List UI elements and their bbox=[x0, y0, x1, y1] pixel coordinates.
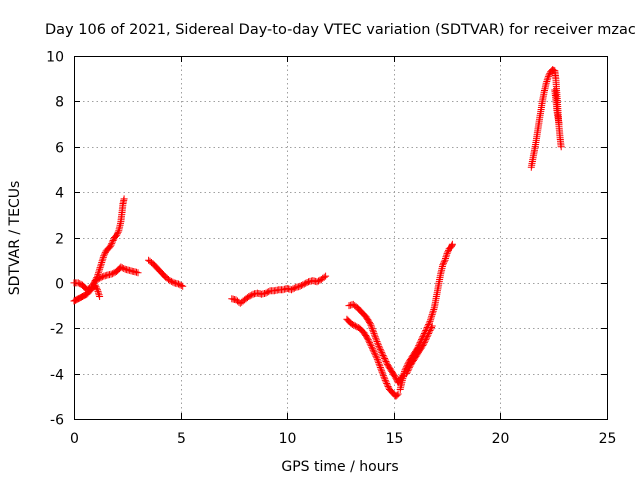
plus-markers bbox=[91, 263, 142, 285]
series-arc-1c bbox=[91, 263, 142, 285]
y-axis-label: SDTVAR / TECUs bbox=[7, 181, 23, 296]
data-points bbox=[70, 66, 565, 400]
x-tick-label: 15 bbox=[386, 431, 404, 447]
axes: 0 5 10 15 20 25 -6 -4 -2 0 2 4 6 8 10 bbox=[46, 50, 616, 448]
series-arc-5 bbox=[527, 66, 565, 171]
series-arc-4b bbox=[345, 300, 406, 387]
series-arc-2 bbox=[145, 256, 187, 290]
plus-markers bbox=[527, 66, 565, 171]
series-arc-4a bbox=[343, 315, 402, 400]
series-arc-3 bbox=[228, 272, 330, 307]
plus-markers bbox=[70, 195, 128, 294]
y-tick-label: -2 bbox=[50, 322, 64, 338]
series-arc-5b bbox=[551, 86, 563, 128]
chart-title: Day 106 of 2021, Sidereal Day-to-day VTE… bbox=[45, 22, 636, 38]
y-tick-label: 8 bbox=[55, 95, 64, 111]
series-arc-4c bbox=[396, 240, 456, 393]
grid-lines bbox=[74, 56, 607, 419]
y-tick-label: 0 bbox=[55, 277, 64, 293]
x-axis-label: GPS time / hours bbox=[281, 459, 398, 475]
plus-markers bbox=[396, 240, 456, 393]
series-arc-1b bbox=[70, 195, 128, 294]
plus-markers bbox=[343, 315, 402, 400]
y-tick-label: -6 bbox=[50, 413, 64, 429]
x-tick-label: 0 bbox=[70, 431, 79, 447]
x-tick-label: 5 bbox=[177, 431, 186, 447]
plus-markers bbox=[403, 322, 436, 378]
plus-markers bbox=[228, 272, 330, 307]
y-tick-label: 10 bbox=[46, 50, 64, 66]
plus-markers bbox=[145, 256, 187, 290]
y-tick-label: 6 bbox=[55, 141, 64, 157]
x-tick-label: 25 bbox=[599, 431, 617, 447]
plus-markers bbox=[345, 300, 406, 387]
x-tick-label: 10 bbox=[279, 431, 297, 447]
y-tick-label: 4 bbox=[55, 186, 64, 202]
plus-markers bbox=[551, 86, 563, 128]
y-tick-label: -4 bbox=[50, 368, 64, 384]
y-tick-label: 2 bbox=[55, 232, 64, 248]
series-arc-4d bbox=[403, 322, 436, 378]
x-tick-label: 20 bbox=[492, 431, 510, 447]
